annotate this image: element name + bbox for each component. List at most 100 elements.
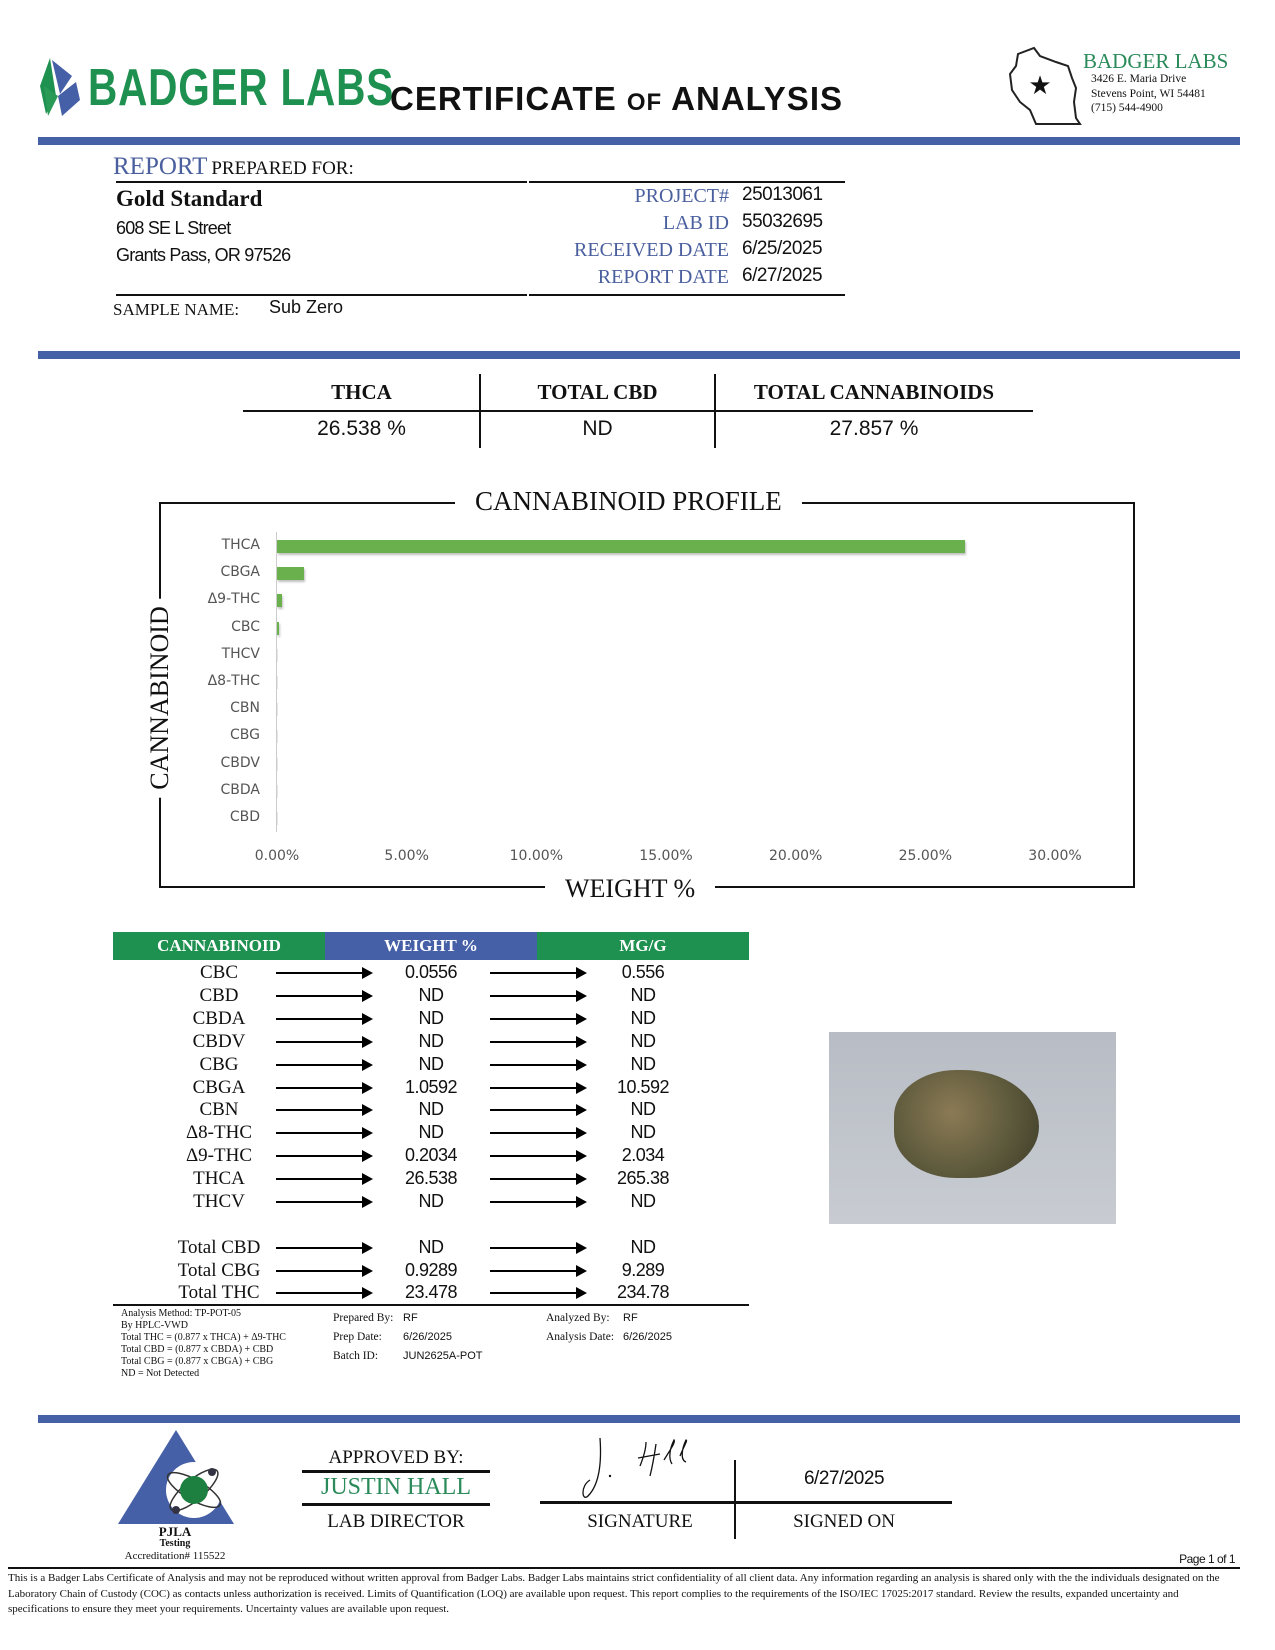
table-row: Δ8-THC ND ND — [113, 1122, 749, 1144]
cannabinoid-name: THCA — [193, 1168, 245, 1190]
table-row: CBD ND ND — [113, 985, 749, 1007]
results-table-header: CANNABINOID WEIGHT % MG/G — [113, 932, 749, 960]
weight-percent: ND — [418, 984, 445, 1005]
weight-percent: 1.0592 — [404, 1076, 458, 1097]
lab-address2: Stevens Point, WI 54481 — [1091, 87, 1206, 100]
arrow-icon — [490, 1173, 587, 1186]
svg-text:★: ★ — [1028, 71, 1051, 100]
table-row: CBC 0.0556 0.556 — [113, 962, 749, 984]
cannabinoid-name: CBDA — [192, 1007, 246, 1029]
weight-percent: ND — [418, 1191, 445, 1211]
arrow-icon — [490, 1242, 587, 1254]
arrow-icon — [276, 1242, 373, 1254]
cannabinoid-name: Δ9-THC — [185, 1145, 253, 1167]
report-prepared-for: REPORT PREPARED FOR: — [113, 153, 354, 181]
analyzed-by-label: Analyzed By: — [546, 1312, 610, 1324]
prep-date-label: Prep Date: — [333, 1331, 382, 1343]
divider — [302, 1503, 490, 1506]
divider — [243, 410, 1033, 412]
approver-title: LAB DIRECTOR — [327, 1511, 465, 1532]
chart-ylabel: CANNABINOID — [145, 598, 175, 798]
header-cannabinoid: CANNABINOID — [113, 932, 325, 960]
mg-per-g: ND — [630, 1007, 657, 1028]
arrow-icon — [490, 967, 587, 979]
sample-name: Sub Zero — [269, 297, 344, 317]
approved-by-label: APPROVED BY: — [328, 1447, 464, 1468]
report-date-label: REPORT DATE — [597, 266, 729, 288]
bar-CBDV — [277, 757, 278, 771]
prepared-for-label: PREPARED FOR: — [211, 158, 354, 179]
x-tick-label: 5.00% — [384, 848, 429, 864]
summary-total-cannabinoids-value: 27.857 % — [829, 417, 919, 440]
arrow-icon — [276, 1081, 373, 1094]
chart-frame — [159, 502, 1135, 888]
x-tick-label: 15.00% — [639, 848, 693, 864]
arrow-icon — [490, 1127, 587, 1140]
x-tick-label: 25.00% — [898, 848, 953, 864]
client-city: Grants Pass, OR 97526 — [116, 245, 291, 265]
divider-bar — [38, 1415, 1240, 1423]
divider — [529, 294, 845, 296]
disclaimer: This is a Badger Labs Certificate of Ana… — [8, 1572, 1220, 1615]
arrow-icon — [276, 1264, 373, 1277]
chart-xlabel: WEIGHT % — [545, 874, 716, 904]
mg-per-g: ND — [630, 1030, 657, 1051]
divider-bar — [38, 137, 1240, 145]
table-row: CBN ND ND — [113, 1099, 749, 1121]
divider — [8, 1567, 1240, 1569]
divider — [529, 181, 845, 183]
weight-percent: ND — [418, 1007, 445, 1028]
page-number: Page 1 of 1 — [1179, 1552, 1235, 1566]
mg-per-g: 2.034 — [621, 1145, 665, 1166]
weight-percent: 0.9289 — [404, 1259, 458, 1280]
mg-per-g: ND — [630, 984, 657, 1005]
signature-line — [540, 1501, 952, 1504]
cannabinoid-name: CBG — [199, 1053, 239, 1075]
signed-on-label: SIGNED ON — [793, 1511, 895, 1532]
table-row: THCA 26.538 265.38 — [113, 1168, 749, 1190]
cannabinoid-name: THCV — [193, 1191, 245, 1212]
weight-percent: ND — [418, 1030, 445, 1051]
lab-address1: 3426 E. Maria Drive — [1091, 73, 1187, 85]
batch-label: Batch ID: — [333, 1350, 379, 1362]
analysis-date: 6/26/2025 — [623, 1331, 672, 1343]
y-tick-label: CBG — [230, 727, 260, 744]
arrow-icon — [276, 1104, 373, 1117]
mg-per-g: 10.592 — [616, 1076, 670, 1097]
divider — [734, 1460, 736, 1539]
weight-percent: ND — [418, 1237, 445, 1257]
badger-labs-logo: BADGER LABS — [36, 56, 393, 118]
y-tick-label: CBDV — [220, 754, 261, 771]
mg-per-g: ND — [630, 1099, 657, 1120]
arrow-icon — [490, 1058, 587, 1071]
analyzed-by: RF — [623, 1312, 638, 1324]
header-weight: WEIGHT % — [325, 932, 537, 960]
arrow-icon — [490, 1081, 587, 1094]
mg-per-g: 0.556 — [621, 962, 665, 982]
table-row: Δ9-THC 0.2034 2.034 — [113, 1145, 749, 1167]
title-analysis: ANALYSIS — [671, 80, 843, 117]
project-value: 25013061 — [742, 184, 823, 205]
title-of: OF — [626, 89, 663, 116]
bar-CBG — [277, 730, 278, 744]
lab-phone: (715) 544-4900 — [1091, 102, 1163, 114]
arrow-icon — [276, 1127, 373, 1140]
cannabinoid-name: Total CBD — [177, 1237, 261, 1258]
note-line: By HPLC-VWD — [121, 1320, 188, 1331]
table-row: CBG ND ND — [113, 1054, 749, 1076]
cannabinoid-name: Total CBG — [177, 1259, 261, 1281]
table-row: Total CBG 0.9289 9.289 — [113, 1260, 749, 1282]
prepared-by: RF — [403, 1312, 418, 1324]
bar-CBN — [277, 703, 278, 717]
divider — [113, 1304, 749, 1306]
y-tick-label: Δ8-THC — [207, 673, 260, 689]
flower-image — [894, 1070, 1039, 1178]
y-tick-label: THCA — [221, 537, 260, 553]
table-row: THCV ND ND — [113, 1191, 749, 1213]
mg-per-g: ND — [630, 1122, 657, 1143]
note-line: Total THC = (0.877 x THCA) + Δ9-THC — [121, 1332, 286, 1343]
bar-CBC — [277, 621, 279, 635]
table-row: Total THC 23.478 234.78 — [113, 1282, 749, 1304]
summary-total-cbd-label: TOTAL CBD — [537, 380, 658, 404]
cannabinoid-name: CBD — [199, 984, 239, 1006]
